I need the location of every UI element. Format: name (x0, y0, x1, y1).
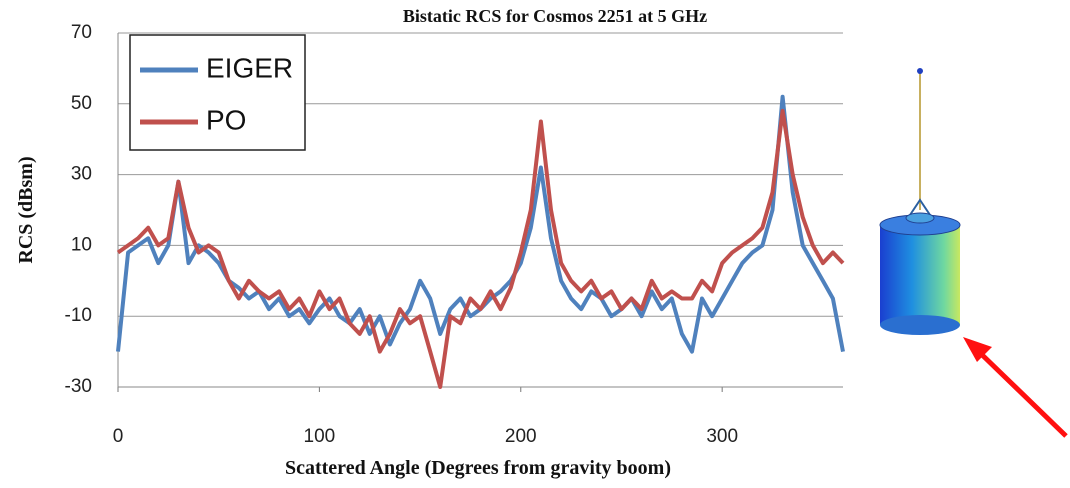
legend-label: EIGER (206, 52, 293, 83)
x-tick-label: 100 (304, 426, 336, 447)
y-tick-label: -30 (65, 376, 92, 397)
y-tick-label: 10 (71, 234, 92, 255)
y-tick-label: -10 (65, 305, 92, 326)
x-tick-label: 0 (113, 426, 124, 447)
chart-title: Bistatic RCS for Cosmos 2251 at 5 GHz (403, 6, 707, 26)
series-line (116, 108, 845, 389)
y-tick-label: 70 (71, 22, 92, 43)
y-axis-label: RCS (dBsm) (15, 156, 37, 263)
y-tick-label: 30 (71, 164, 92, 185)
legend-items: EIGER PO (140, 52, 293, 135)
x-tick-label: 200 (505, 426, 537, 447)
legend-label: PO (206, 104, 246, 135)
arrow (963, 337, 1068, 438)
y-tick-label: 50 (71, 93, 92, 114)
legend (129, 34, 306, 151)
x-tick-label: 300 (706, 426, 738, 447)
satellite-image (879, 68, 961, 335)
x-axis-label: Scattered Angle (Degrees from gravity bo… (285, 457, 671, 479)
